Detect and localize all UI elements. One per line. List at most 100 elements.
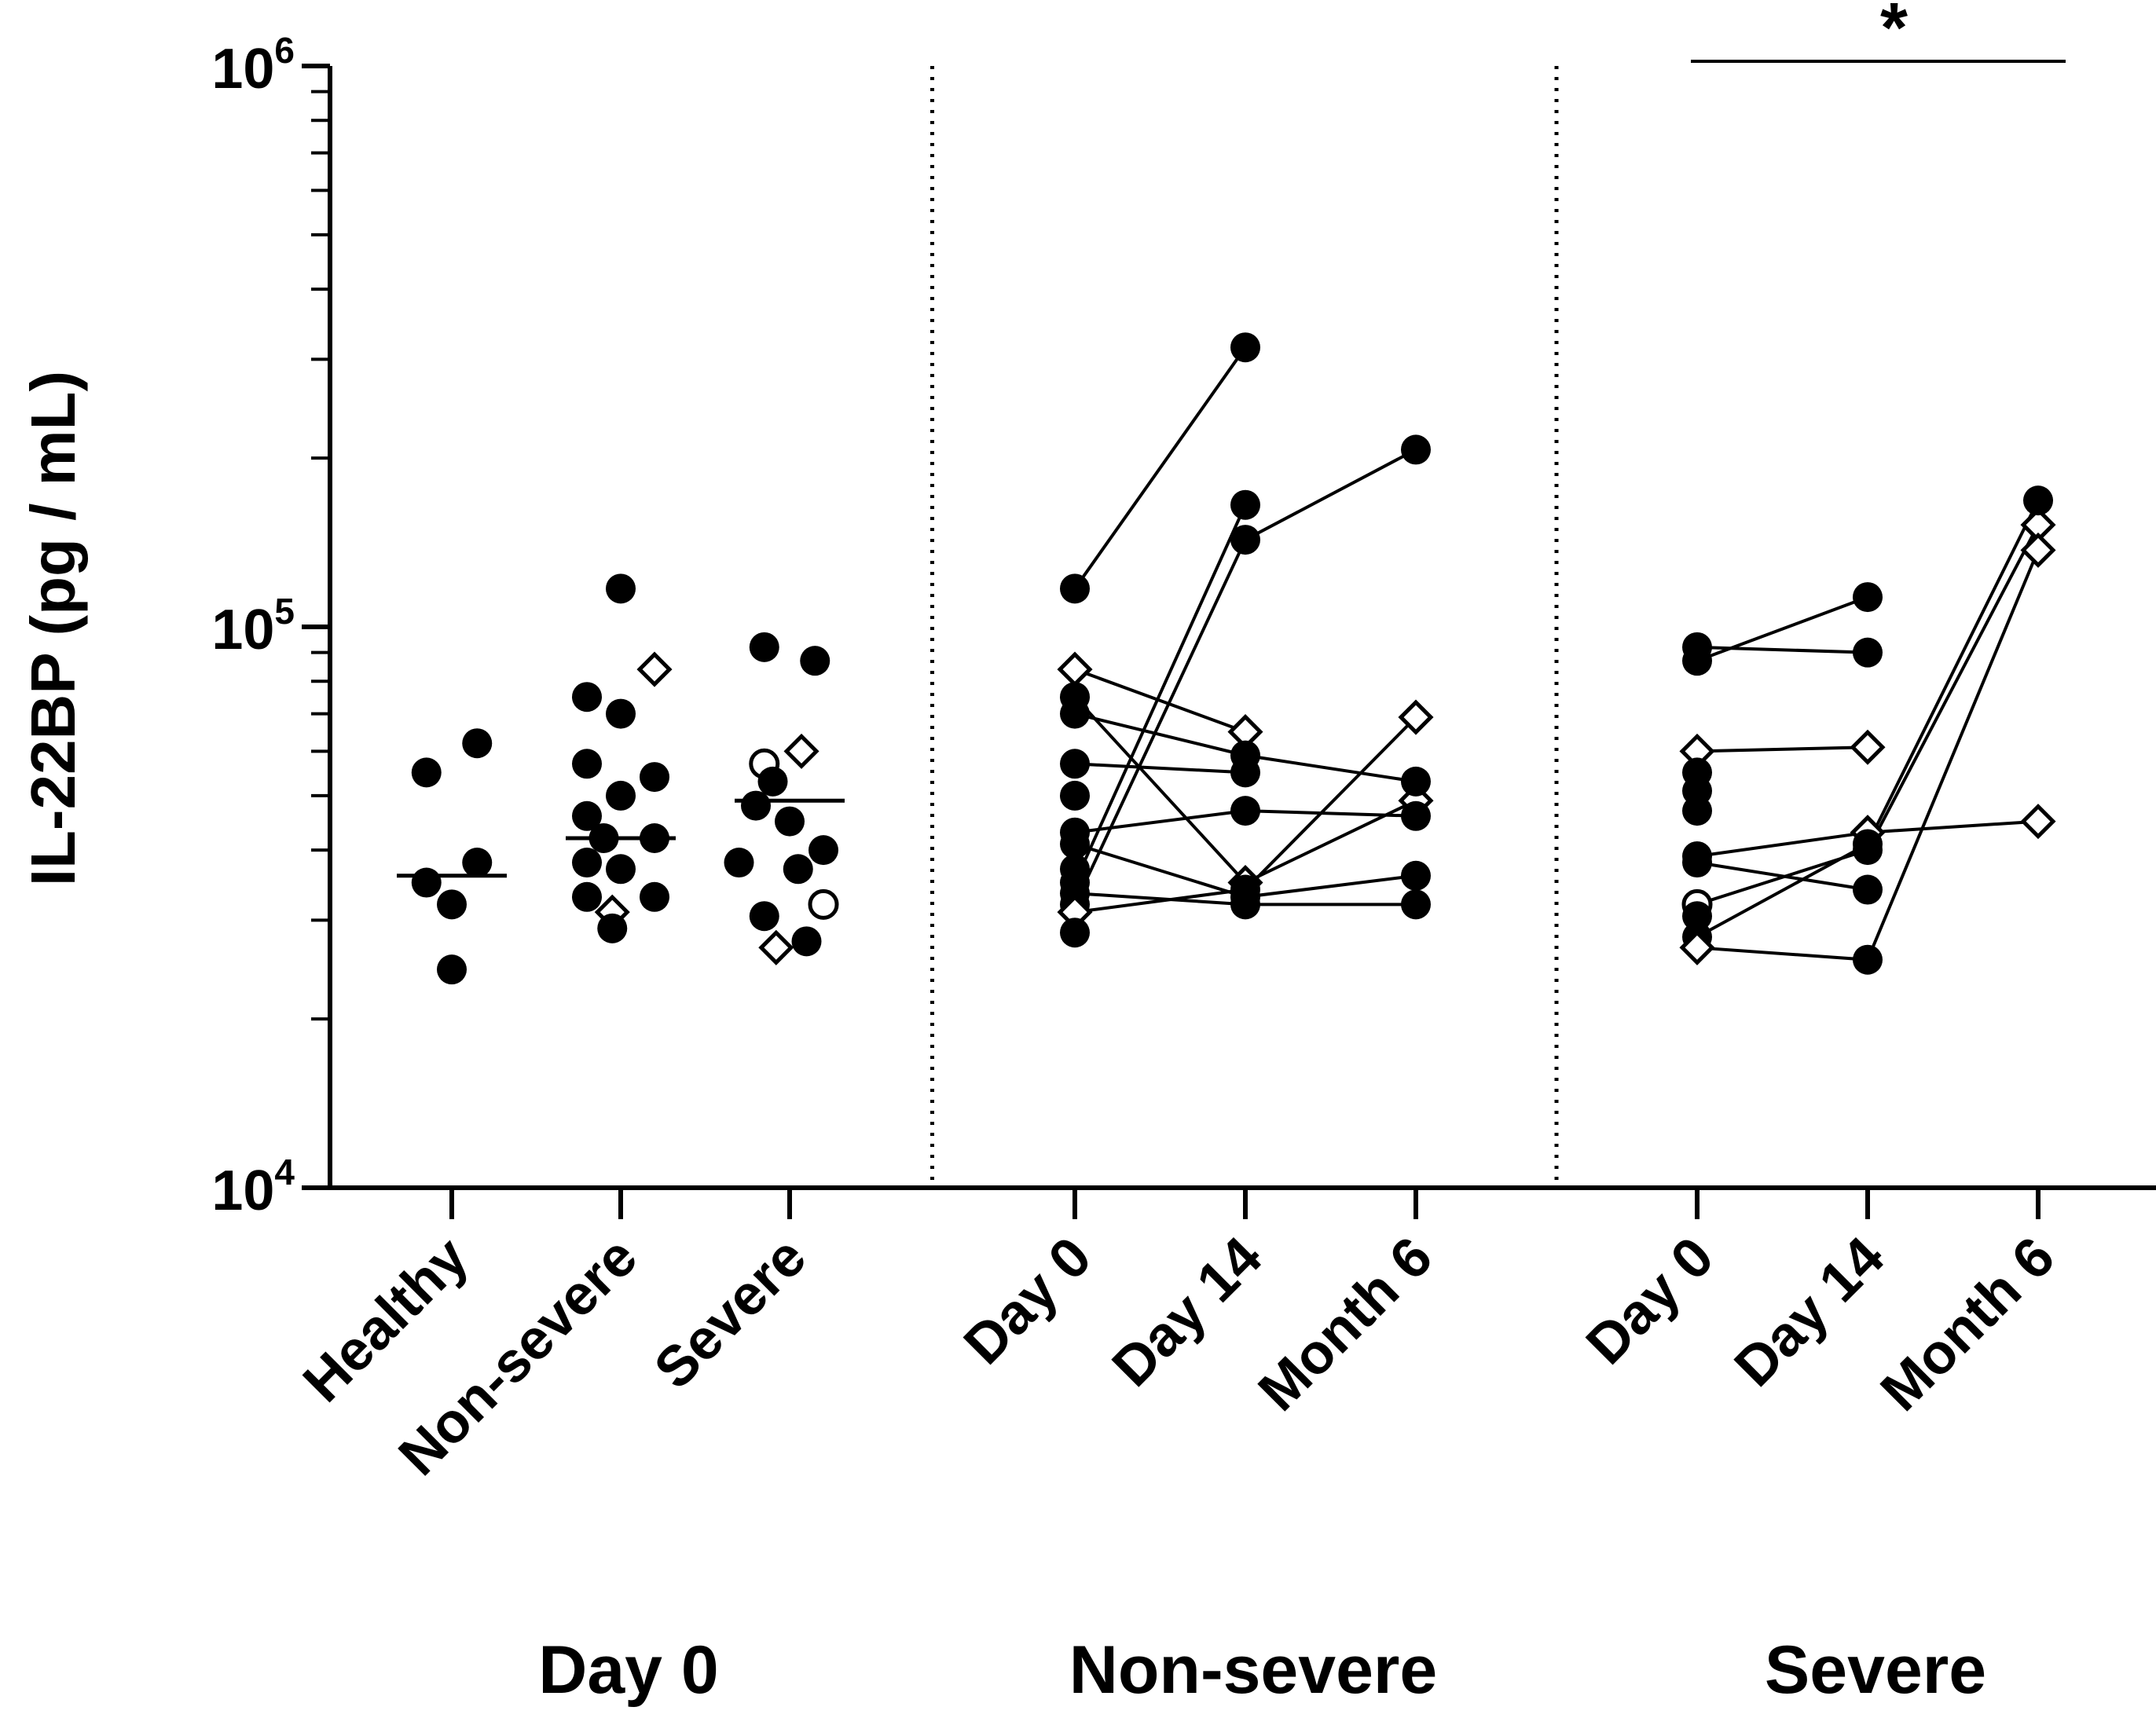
data-point-29 bbox=[775, 806, 805, 837]
data-point-31 bbox=[724, 848, 754, 878]
x-tick-label-4: Day 0 bbox=[952, 1225, 1103, 1376]
data-point-35 bbox=[791, 926, 822, 957]
data-point-23 bbox=[749, 632, 779, 662]
paired-point-12-1 bbox=[1060, 918, 1090, 948]
data-point-6 bbox=[437, 954, 467, 985]
paired-point-18-3 bbox=[2020, 804, 2056, 840]
paired-point-19-1 bbox=[1682, 848, 1712, 878]
paired-point-17-2 bbox=[1850, 729, 1886, 765]
paired-point-16-1 bbox=[1682, 646, 1712, 676]
paired-point-1-2 bbox=[1230, 332, 1260, 363]
data-point-2 bbox=[462, 728, 493, 759]
paired-point-14-1 bbox=[1060, 854, 1090, 885]
paired-point-10-1 bbox=[1060, 878, 1090, 909]
data-point-10 bbox=[606, 698, 636, 729]
data-point-16 bbox=[640, 823, 669, 853]
paired-point-22-3 bbox=[2020, 532, 2056, 568]
data-point-14 bbox=[572, 800, 602, 831]
paired-point-26-1 bbox=[1682, 901, 1712, 932]
y-tick-label-1: 104 bbox=[211, 1152, 295, 1222]
paired-point-2-3 bbox=[1401, 434, 1431, 465]
x-tick-label-6: Month 6 bbox=[1247, 1225, 1445, 1423]
group-label-1: Day 0 bbox=[538, 1632, 719, 1708]
data-point-33 bbox=[808, 888, 839, 920]
y-tick-label-2: 105 bbox=[211, 591, 295, 661]
data-point-17 bbox=[572, 848, 602, 878]
data-point-5 bbox=[437, 889, 467, 920]
paired-line-7 bbox=[1074, 762, 1246, 775]
data-point-22 bbox=[597, 913, 628, 943]
data-point-11 bbox=[572, 749, 602, 779]
x-tick-label-5: Day 14 bbox=[1101, 1225, 1274, 1399]
significance-annotation: * bbox=[1691, 0, 2066, 68]
paired-point-8-2 bbox=[1230, 796, 1260, 826]
data-point-25 bbox=[783, 733, 820, 769]
paired-point-13-1 bbox=[1060, 780, 1090, 811]
data-point-34 bbox=[749, 901, 779, 932]
data-point-27 bbox=[757, 766, 788, 797]
paired-connector-lines bbox=[1073, 346, 2040, 962]
data-point-20 bbox=[640, 881, 669, 912]
paired-point-4-1 bbox=[1057, 651, 1093, 687]
data-point-3 bbox=[411, 867, 442, 898]
x-tick-label-8: Day 14 bbox=[1723, 1225, 1897, 1399]
y-tick-base: 10 bbox=[211, 38, 274, 101]
y-tick-exponent: 5 bbox=[274, 591, 295, 632]
x-tick-label-3: Severe bbox=[643, 1225, 819, 1401]
data-point-28 bbox=[741, 790, 771, 821]
data-point-8 bbox=[636, 651, 673, 687]
paired-point-11-3 bbox=[1398, 699, 1434, 735]
significance-star: * bbox=[1880, 0, 1908, 68]
data-point-1 bbox=[411, 757, 442, 788]
section-dividers bbox=[930, 66, 1559, 1188]
paired-point-2-2 bbox=[1230, 525, 1260, 555]
paired-point-16-2 bbox=[1853, 582, 1883, 613]
paired-line-16 bbox=[1696, 595, 1868, 663]
paired-point-6-1 bbox=[1060, 698, 1090, 729]
paired-point-7-2 bbox=[1230, 757, 1260, 788]
x-tick-label-9: Month 6 bbox=[1869, 1225, 2067, 1423]
y-tick-base: 10 bbox=[211, 599, 274, 661]
data-point-30 bbox=[808, 835, 838, 866]
paired-line-4 bbox=[1074, 668, 1246, 734]
paired-point-9-1 bbox=[1060, 829, 1090, 859]
paired-line-17 bbox=[1696, 745, 1868, 753]
x-tick-label-7: Day 0 bbox=[1575, 1225, 1725, 1376]
data-point-13 bbox=[606, 780, 636, 811]
paired-point-6-3 bbox=[1401, 766, 1431, 797]
y-tick-exponent: 6 bbox=[274, 30, 295, 71]
paired-point-19-2 bbox=[1853, 874, 1883, 905]
data-point-4 bbox=[462, 848, 493, 878]
data-point-15 bbox=[588, 823, 619, 853]
paired-point-9-3 bbox=[1401, 860, 1431, 891]
data-point-24 bbox=[800, 646, 830, 676]
paired-line-15 bbox=[1696, 645, 1868, 654]
paired-line-3 bbox=[1073, 504, 1247, 884]
paired-point-21-2 bbox=[1853, 829, 1883, 859]
data-point-36 bbox=[758, 929, 794, 965]
y-tick-exponent: 4 bbox=[274, 1152, 295, 1192]
data-point-18 bbox=[606, 854, 636, 885]
paired-point-25-1 bbox=[1682, 796, 1712, 826]
data-point-32 bbox=[783, 854, 813, 885]
data-points bbox=[411, 332, 2056, 985]
group-label-2: Non-severe bbox=[1069, 1632, 1437, 1708]
group-label-3: Severe bbox=[1765, 1632, 1986, 1708]
data-point-7 bbox=[606, 573, 636, 604]
paired-point-21-3 bbox=[2023, 485, 2053, 516]
paired-point-7-1 bbox=[1060, 749, 1090, 779]
axes bbox=[307, 66, 2156, 1190]
paired-point-10-3 bbox=[1401, 889, 1431, 920]
paired-point-15-2 bbox=[1853, 637, 1883, 668]
y-tick-base: 10 bbox=[211, 1159, 274, 1222]
paired-point-22-2 bbox=[1853, 944, 1883, 975]
data-point-12 bbox=[640, 762, 669, 793]
data-point-9 bbox=[572, 682, 602, 712]
paired-point-8-3 bbox=[1401, 800, 1431, 831]
y-tick-label-3: 106 bbox=[211, 30, 295, 101]
paired-point-11-2 bbox=[1230, 874, 1260, 905]
paired-point-3-2 bbox=[1230, 489, 1260, 520]
